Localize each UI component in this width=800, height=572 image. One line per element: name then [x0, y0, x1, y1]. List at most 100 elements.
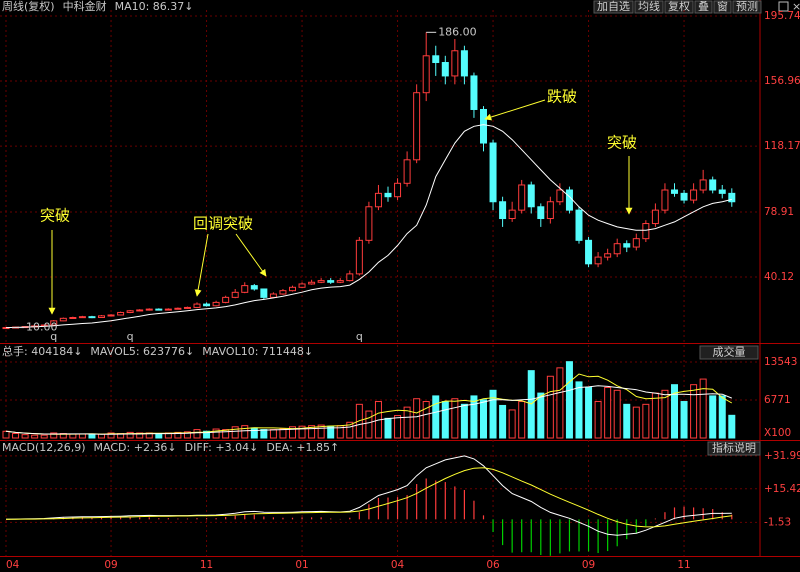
- candle-body: [546, 201, 554, 220]
- volume-bar: [594, 401, 602, 439]
- volume-bar: [88, 434, 96, 439]
- candle-body: [480, 108, 487, 144]
- y-tick-label: 13543: [764, 356, 797, 368]
- candle-body: [193, 303, 201, 308]
- candle-body: [489, 142, 497, 203]
- window-icon[interactable]: [778, 1, 789, 12]
- candle-body: [126, 310, 134, 313]
- volume-bar: [709, 395, 717, 439]
- volume-bar: [680, 401, 688, 439]
- volume-bar: [136, 432, 144, 439]
- candle-body: [78, 316, 86, 319]
- candle-body: [183, 306, 191, 309]
- button[interactable]: [634, 0, 664, 14]
- volume-title: 总手: 404184↓: [2, 344, 82, 358]
- legend-entry: MACD: +2.36↓: [94, 441, 177, 454]
- button[interactable]: [713, 0, 732, 14]
- candle-body: [260, 288, 268, 298]
- candle-body: [728, 192, 736, 203]
- volume-bar: [489, 389, 497, 439]
- volume-bar: [78, 433, 86, 439]
- volume-bar: [403, 406, 411, 439]
- volume-bar: [699, 378, 707, 439]
- x-tick-label: 09: [582, 559, 595, 571]
- line-series: [6, 467, 732, 528]
- candle-body: [212, 301, 220, 307]
- volume-bar: [12, 433, 20, 439]
- line-series: [5, 124, 732, 329]
- volume-bar: [31, 434, 39, 439]
- volume-bar: [613, 389, 621, 439]
- volume-bar: [21, 434, 29, 439]
- y-tick-label: 40.12: [764, 271, 794, 283]
- button-label[interactable]: 成交量: [713, 345, 746, 359]
- button-label[interactable]: 叠: [698, 0, 709, 13]
- volume-bar: [365, 410, 373, 439]
- candle-body: [98, 315, 105, 319]
- candle-body: [594, 256, 602, 265]
- annotation: 突破: [607, 134, 637, 152]
- volume-bar: [480, 399, 487, 439]
- candle-body: [107, 314, 115, 317]
- button[interactable]: [593, 0, 634, 14]
- candle-body: [394, 182, 402, 198]
- candle-body: [499, 201, 507, 220]
- x-tick-label: 04: [391, 559, 405, 571]
- volume-bar: [269, 429, 277, 439]
- candle-body: [69, 317, 77, 320]
- y-tick-label: +15.42: [764, 483, 800, 495]
- period: 周线(复权): [2, 0, 55, 13]
- x-tick-label: 04: [6, 559, 20, 571]
- unit-label: X100: [764, 427, 791, 439]
- volume-bar: [728, 414, 736, 439]
- volume-bar: [394, 415, 402, 439]
- button-label[interactable]: 预测: [736, 0, 758, 13]
- button-label[interactable]: 复权: [668, 0, 690, 13]
- candle-body: [671, 189, 678, 194]
- candle-body: [59, 317, 67, 322]
- y-tick-label: -1.53: [764, 516, 791, 528]
- candle-body: [336, 280, 344, 283]
- volume-bar: [651, 392, 659, 439]
- candle-body: [690, 189, 698, 201]
- button-label[interactable]: 均线: [638, 0, 660, 13]
- y-tick-label: +31.99: [764, 450, 800, 462]
- volume-bar: [298, 425, 306, 439]
- candle-body: [565, 189, 573, 211]
- volume-bar: [212, 428, 220, 439]
- close-icon[interactable]: ×: [792, 0, 800, 13]
- volume-bar: [183, 431, 191, 439]
- button[interactable]: [664, 0, 694, 14]
- candle-body: [460, 50, 468, 77]
- candle-body: [222, 296, 230, 303]
- low-label: 10.00: [26, 321, 58, 334]
- button[interactable]: [707, 441, 761, 456]
- y-tick-label: 156.96: [764, 75, 800, 87]
- annotation-arrow: [484, 99, 546, 121]
- candle-body: [155, 308, 163, 311]
- volume-bar: [241, 425, 249, 439]
- volume-bar: [623, 403, 631, 439]
- x-tick-label: 06: [486, 559, 500, 571]
- button[interactable]: [699, 345, 759, 360]
- volume-bar: [308, 425, 316, 439]
- volume-bar: [441, 401, 449, 439]
- volume-bar: [384, 417, 392, 439]
- volume-bar: [661, 389, 669, 439]
- volume-bar: [155, 433, 163, 439]
- button-label[interactable]: 窗: [717, 0, 728, 13]
- button-label[interactable]: 加自选: [597, 0, 630, 13]
- candle-body: [642, 223, 650, 240]
- volume-bar: [2, 430, 10, 439]
- volume-bar: [642, 403, 650, 439]
- volume-bar: [585, 386, 593, 439]
- line-series: [5, 455, 732, 536]
- volume-bar: [231, 426, 239, 439]
- volume-bar: [279, 428, 287, 439]
- candle-body: [422, 55, 430, 94]
- button[interactable]: [694, 0, 713, 14]
- button-label[interactable]: 指标说明: [712, 441, 756, 455]
- candle-body: [575, 209, 583, 241]
- button[interactable]: [732, 0, 762, 14]
